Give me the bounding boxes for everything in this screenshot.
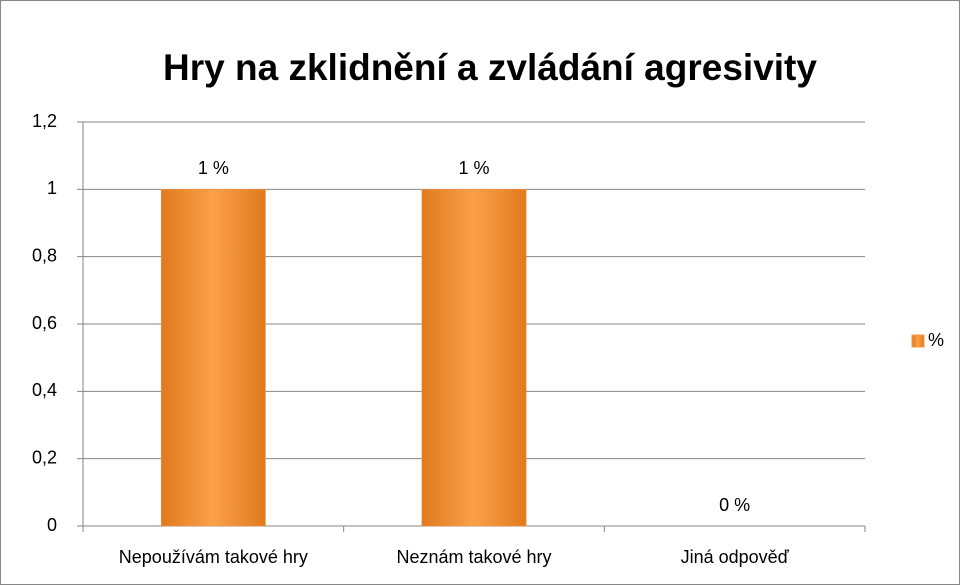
y-tick-label: 0,8 (32, 245, 57, 265)
data-label: 0 % (719, 495, 750, 515)
chart-title: Hry na zklidnění a zvládání agresivity (163, 47, 817, 88)
data-label: 1 % (198, 158, 229, 178)
x-tick-label: Jiná odpověď (681, 547, 790, 567)
bar (160, 189, 266, 527)
y-tick-label: 1 (47, 178, 57, 198)
y-tick-label: 0,4 (32, 380, 57, 400)
x-tick-label: Neznám takové hry (396, 547, 551, 567)
legend-swatch (911, 334, 925, 348)
x-tick-label: Nepoužívám takové hry (119, 547, 308, 567)
y-tick-label: 0,6 (32, 313, 57, 333)
y-tick-label: 0 (47, 515, 57, 535)
y-tick-label: 1,2 (32, 111, 57, 131)
legend-label: % (928, 330, 944, 350)
bar (421, 189, 527, 527)
data-label: 1 % (458, 158, 489, 178)
y-tick-label: 0,2 (32, 447, 57, 467)
